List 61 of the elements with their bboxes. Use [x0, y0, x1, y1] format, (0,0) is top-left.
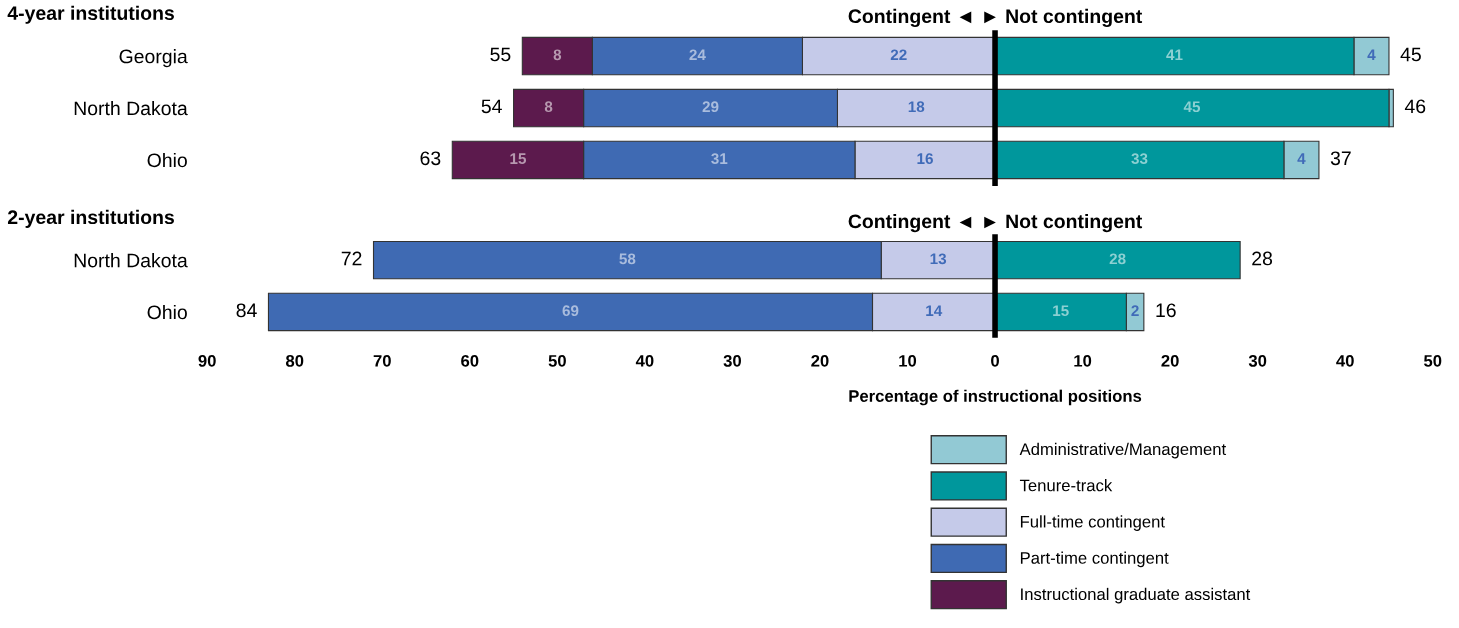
x-tick-label: 40: [1336, 354, 1354, 367]
data-label: 28: [1109, 253, 1126, 265]
annotation: 46: [1404, 99, 1426, 114]
data-label: 45: [1183, 101, 1201, 113]
data-label: 24: [689, 49, 706, 61]
x-tick-label: 50: [548, 354, 566, 367]
data-label: 69: [562, 305, 579, 317]
x-tick-label: 10: [899, 354, 917, 367]
y-tick-label: Ohio: [147, 152, 187, 168]
legend-label: Tenure-track: [1019, 479, 1113, 492]
legend-label: Full-time contingent: [1020, 515, 1165, 531]
annotation: 28: [1252, 251, 1273, 266]
annotation: 54: [481, 99, 502, 114]
data-label: 33: [1131, 153, 1148, 165]
data-label: 15: [510, 153, 527, 165]
x-tick-label: 30: [723, 354, 741, 367]
legend-label: Part-time contingent: [1020, 551, 1169, 568]
data-label: 13: [930, 253, 947, 265]
chart-title: 4-year institutions: [7, 5, 174, 24]
x-tick-label: 90: [198, 354, 216, 367]
text: Contingent ◄ ► Not contingent: [848, 213, 1143, 233]
data-label: 29: [702, 101, 719, 113]
x-tick-label: 10: [1074, 354, 1092, 367]
data-label: 41: [1166, 49, 1183, 61]
annotation: 45: [1400, 47, 1421, 62]
x-tick-label: 60: [461, 354, 479, 367]
annotation: 16: [1156, 303, 1176, 318]
data-label: 2: [1131, 305, 1139, 316]
x-tick-label: 50: [1423, 354, 1442, 367]
data-label: 16: [917, 153, 933, 165]
data-label: 31: [711, 153, 728, 165]
y-tick-label: North Dakota: [74, 100, 188, 116]
annotation: 55: [490, 47, 511, 62]
data-label: 15: [1053, 305, 1069, 317]
x-tick-label: 70: [373, 354, 391, 367]
data-label: 4: [1297, 153, 1306, 164]
y-tick-label: Georgia: [119, 49, 188, 68]
x-tick-label: 30: [1248, 354, 1267, 367]
x-axis-title: Percentage of instructional positions: [849, 389, 1142, 406]
data-label: 58: [619, 253, 636, 265]
data-label: 14: [926, 305, 943, 316]
data-label: 18: [908, 101, 925, 113]
x-tick-label: 40: [635, 354, 654, 367]
data-label: 4: [1367, 49, 1376, 61]
y-tick-label: Ohio: [147, 304, 187, 320]
chart-title: 2-year institutions: [7, 209, 174, 228]
legend-label: Administrative/Management: [1019, 442, 1227, 459]
x-tick-label: 80: [285, 354, 304, 367]
x-tick-label: 20: [811, 354, 829, 367]
annotation: 72: [341, 251, 362, 266]
text: Contingent ◄ ► Not contingent: [848, 8, 1143, 28]
x-tick-label: 20: [1161, 354, 1179, 367]
annotation: 37: [1330, 151, 1351, 166]
annotation: 84: [236, 303, 257, 318]
data-label: 8: [544, 101, 553, 113]
annotation: 63: [420, 151, 441, 166]
y-tick-label: North Dakota: [74, 253, 188, 268]
legend-label: Instructional graduate assistant: [1021, 587, 1251, 604]
data-label: 8: [553, 49, 562, 61]
x-tick-label: 0: [991, 354, 999, 367]
data-label: 22: [890, 49, 907, 61]
